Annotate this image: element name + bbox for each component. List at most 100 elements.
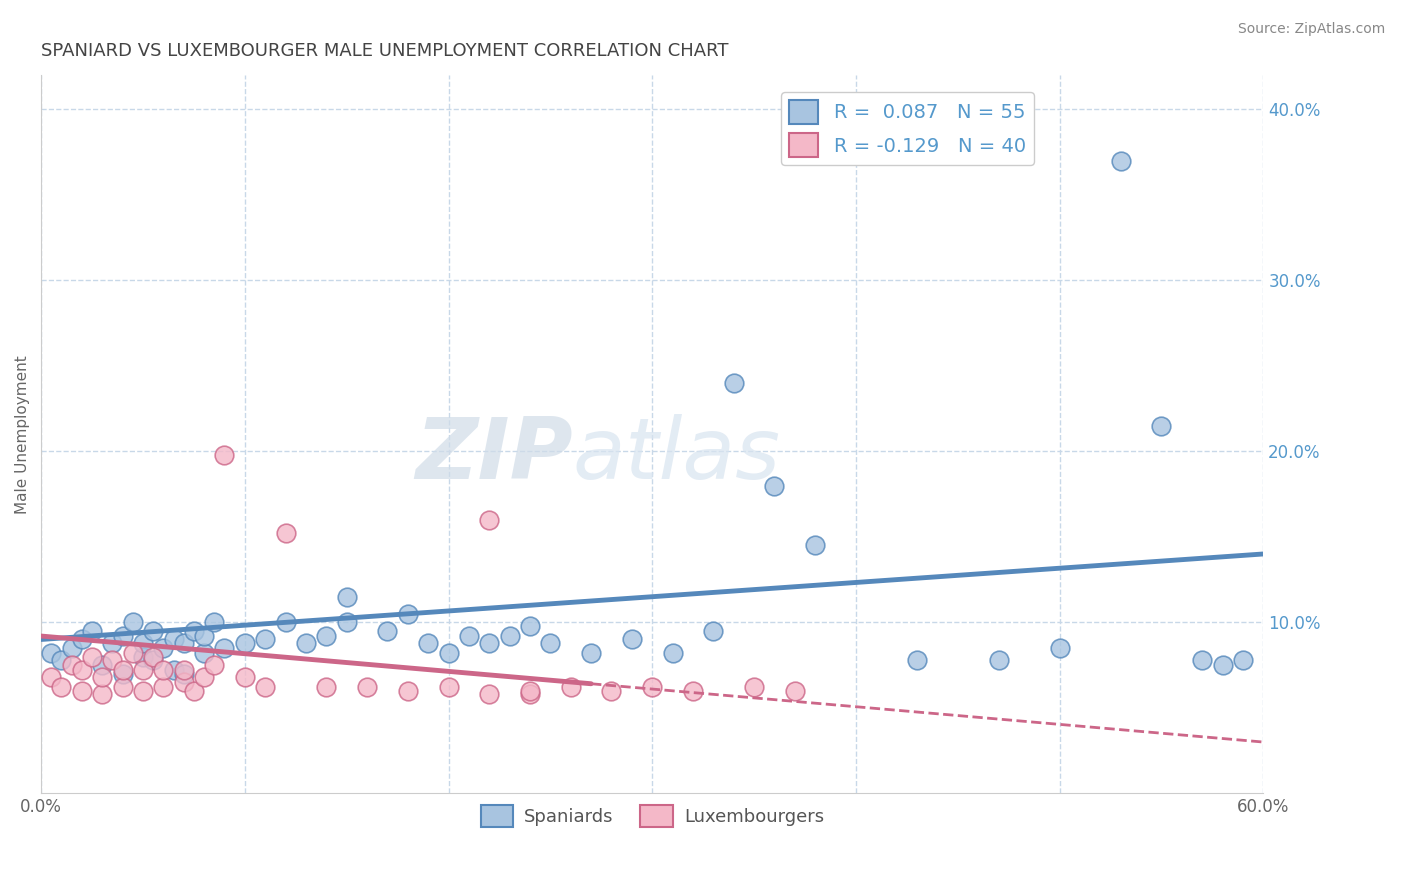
Point bbox=[804, 538, 827, 552]
Point bbox=[111, 681, 134, 695]
Point bbox=[183, 624, 205, 638]
Text: Source: ZipAtlas.com: Source: ZipAtlas.com bbox=[1237, 22, 1385, 37]
Point bbox=[1150, 418, 1173, 433]
Point bbox=[80, 649, 103, 664]
Point bbox=[101, 653, 124, 667]
Point bbox=[336, 615, 359, 630]
Point bbox=[152, 663, 174, 677]
Point bbox=[254, 681, 277, 695]
Point bbox=[1232, 653, 1254, 667]
Point bbox=[987, 653, 1010, 667]
Point bbox=[132, 663, 155, 677]
Point bbox=[162, 663, 184, 677]
Point bbox=[111, 666, 134, 681]
Point bbox=[202, 615, 225, 630]
Point bbox=[356, 681, 378, 695]
Point bbox=[132, 683, 155, 698]
Point bbox=[132, 636, 155, 650]
Point bbox=[91, 687, 114, 701]
Point bbox=[519, 687, 541, 701]
Point bbox=[1212, 658, 1234, 673]
Point bbox=[295, 636, 318, 650]
Point bbox=[600, 683, 623, 698]
Point bbox=[478, 687, 501, 701]
Point bbox=[152, 640, 174, 655]
Y-axis label: Male Unemployment: Male Unemployment bbox=[15, 355, 30, 514]
Point bbox=[60, 658, 83, 673]
Point bbox=[214, 448, 236, 462]
Point bbox=[1049, 640, 1071, 655]
Point bbox=[80, 624, 103, 638]
Point bbox=[702, 624, 724, 638]
Point bbox=[183, 683, 205, 698]
Point bbox=[377, 624, 399, 638]
Point bbox=[111, 629, 134, 643]
Point bbox=[498, 629, 520, 643]
Point bbox=[579, 646, 602, 660]
Point bbox=[70, 663, 93, 677]
Point bbox=[336, 590, 359, 604]
Point bbox=[1191, 653, 1213, 667]
Point bbox=[437, 646, 460, 660]
Point bbox=[91, 658, 114, 673]
Point bbox=[763, 478, 786, 492]
Point bbox=[254, 632, 277, 647]
Point bbox=[152, 681, 174, 695]
Point bbox=[620, 632, 643, 647]
Point bbox=[1109, 153, 1132, 168]
Point bbox=[723, 376, 745, 390]
Text: ZIP: ZIP bbox=[415, 414, 572, 498]
Point bbox=[111, 663, 134, 677]
Point bbox=[560, 681, 582, 695]
Point bbox=[519, 619, 541, 633]
Point bbox=[60, 640, 83, 655]
Point bbox=[173, 666, 195, 681]
Point bbox=[457, 629, 479, 643]
Point bbox=[661, 646, 683, 660]
Point bbox=[519, 683, 541, 698]
Point bbox=[315, 629, 337, 643]
Point bbox=[121, 646, 143, 660]
Point bbox=[905, 653, 928, 667]
Point bbox=[162, 632, 184, 647]
Point bbox=[91, 670, 114, 684]
Point bbox=[315, 681, 337, 695]
Point bbox=[202, 658, 225, 673]
Point bbox=[274, 615, 297, 630]
Point bbox=[478, 636, 501, 650]
Point bbox=[121, 615, 143, 630]
Point bbox=[437, 681, 460, 695]
Point bbox=[173, 675, 195, 690]
Point bbox=[39, 670, 62, 684]
Point bbox=[742, 681, 765, 695]
Point bbox=[173, 663, 195, 677]
Point bbox=[173, 636, 195, 650]
Point bbox=[39, 646, 62, 660]
Point bbox=[682, 683, 704, 698]
Point bbox=[233, 636, 256, 650]
Point bbox=[233, 670, 256, 684]
Point bbox=[641, 681, 664, 695]
Point bbox=[142, 624, 165, 638]
Legend: Spaniards, Luxembourgers: Spaniards, Luxembourgers bbox=[474, 798, 831, 835]
Text: atlas: atlas bbox=[572, 414, 780, 498]
Point bbox=[70, 683, 93, 698]
Point bbox=[396, 607, 419, 621]
Point bbox=[418, 636, 440, 650]
Point bbox=[274, 526, 297, 541]
Point bbox=[51, 653, 73, 667]
Point bbox=[783, 683, 806, 698]
Point bbox=[132, 649, 155, 664]
Point bbox=[70, 632, 93, 647]
Point bbox=[396, 683, 419, 698]
Point bbox=[142, 649, 165, 664]
Point bbox=[193, 670, 215, 684]
Point bbox=[193, 629, 215, 643]
Point bbox=[538, 636, 561, 650]
Point bbox=[193, 646, 215, 660]
Text: SPANIARD VS LUXEMBOURGER MALE UNEMPLOYMENT CORRELATION CHART: SPANIARD VS LUXEMBOURGER MALE UNEMPLOYME… bbox=[41, 42, 728, 60]
Point bbox=[478, 513, 501, 527]
Point bbox=[51, 681, 73, 695]
Point bbox=[101, 636, 124, 650]
Point bbox=[142, 653, 165, 667]
